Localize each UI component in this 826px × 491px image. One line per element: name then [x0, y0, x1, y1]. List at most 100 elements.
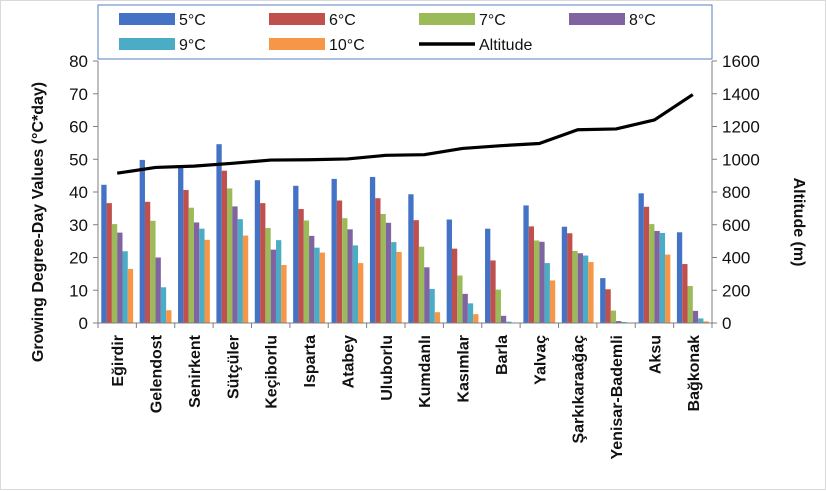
bar-8-series-3	[380, 213, 386, 323]
bar-12-series-4	[539, 241, 545, 323]
bar-1-series-3	[111, 224, 118, 323]
legend-swatch-1	[119, 13, 175, 25]
y-left-axis-title: Growing Degree-Day Values (°C*day)	[30, 82, 47, 362]
bar-5-series-4	[270, 249, 276, 323]
category-label-11: Barla	[494, 335, 511, 375]
bar-6-series-2	[298, 209, 304, 323]
bar-10-series-6	[473, 314, 479, 323]
y-right-tick-label: 400	[722, 249, 750, 268]
bar-7-series-1	[331, 178, 337, 323]
bar-8-series-2	[375, 198, 381, 323]
bar-5-series-1	[254, 180, 261, 323]
bar-14-series-4	[616, 321, 622, 323]
legend-label-7: Altitude	[479, 37, 532, 54]
bar-15-series-2	[643, 206, 650, 323]
category-label-9: Kumdanlı	[417, 335, 434, 408]
bar-7-series-4	[347, 229, 353, 323]
bar-8-series-6	[396, 251, 402, 323]
bar-6-series-1	[293, 185, 299, 323]
bar-1-series-5	[122, 251, 128, 323]
bar-9-series-6	[434, 312, 441, 323]
category-label-8: Uluborlu	[379, 335, 396, 401]
bar-2-series-3	[150, 220, 156, 323]
bar-13-series-3	[572, 250, 578, 323]
bar-16-series-3	[687, 285, 693, 323]
bar-10-series-1	[446, 219, 452, 323]
bar-1-series-2	[106, 203, 112, 323]
y-right-tick-label: 0	[722, 314, 731, 333]
bar-5-series-5	[275, 240, 282, 323]
bar-2-series-2	[144, 201, 151, 323]
y-left-tick-label: 30	[69, 216, 88, 235]
bar-5-series-6	[281, 265, 287, 323]
bar-3-series-4	[193, 222, 200, 323]
bar-11-series-3	[495, 289, 501, 323]
y-right-tick-label: 1600	[722, 52, 760, 71]
bar-16-series-5	[698, 318, 704, 323]
legend-label-1: 5°C	[179, 12, 206, 29]
bar-16-series-2	[682, 264, 688, 323]
legend-swatch-5	[119, 38, 175, 50]
labels-layer: 0102030405060708002004006008001000120014…	[30, 52, 807, 460]
bar-9-series-1	[408, 194, 414, 323]
bar-12-series-5	[544, 263, 550, 323]
bar-10-series-2	[451, 248, 458, 323]
category-label-2: Gelendost	[149, 334, 166, 413]
bar-15-series-6	[665, 254, 671, 323]
y-left-tick-label: 80	[69, 52, 88, 71]
y-left-tick-label: 40	[69, 183, 88, 202]
y-left-tick-label: 0	[79, 314, 88, 333]
bar-12-series-1	[523, 205, 529, 323]
bar-8-series-5	[391, 242, 397, 323]
bar-8-series-1	[369, 176, 376, 323]
category-label-15: Aksu	[647, 335, 664, 374]
y-left-tick-label: 50	[69, 150, 88, 169]
bar-4-series-3	[227, 188, 233, 323]
bar-10-series-4	[462, 293, 468, 323]
category-label-14: Yenisar-Bademli	[609, 335, 626, 460]
bar-13-series-4	[577, 253, 583, 323]
category-label-10: Kasımlar	[456, 335, 473, 403]
legend-swatch-6	[269, 38, 325, 50]
y-left-tick-label: 70	[69, 85, 88, 104]
y-right-axis-title: Altitude (m)	[790, 178, 807, 267]
y-right-tick-label: 1400	[722, 85, 760, 104]
legend-label-6: 10°C	[329, 37, 365, 54]
y-right-tick-label: 1000	[722, 150, 760, 169]
bar-12-series-2	[528, 226, 535, 323]
bar-3-series-2	[183, 190, 189, 323]
bar-2-series-6	[166, 310, 172, 323]
bar-6-series-4	[309, 235, 315, 323]
bar-13-series-6	[588, 262, 594, 323]
bar-6-series-3	[303, 220, 310, 323]
bar-7-series-6	[358, 263, 364, 323]
bar-9-series-3	[418, 246, 425, 323]
legend: 5°C 6°C 7°C 8°C 9°C 10°C Altitude	[119, 12, 656, 54]
category-label-7: Atabey	[340, 335, 357, 388]
bar-6-series-5	[314, 247, 320, 323]
bar-7-series-5	[352, 245, 359, 323]
bar-15-series-4	[654, 230, 660, 323]
bar-5-series-2	[260, 203, 266, 323]
bar-9-series-4	[424, 267, 430, 323]
bars-layer	[101, 144, 709, 323]
bar-14-series-3	[610, 310, 617, 323]
legend-swatch-3	[419, 13, 475, 25]
bar-14-series-2	[605, 289, 611, 323]
category-label-1: Eğirdir	[110, 335, 127, 387]
bar-7-series-2	[336, 200, 343, 323]
altitude-line-layer	[116, 93, 694, 175]
bar-9-series-2	[413, 220, 419, 323]
legend-swatch-4	[569, 13, 625, 25]
bar-2-series-4	[155, 257, 161, 323]
y-left-tick-label: 20	[69, 249, 88, 268]
bar-16-series-4	[692, 310, 699, 323]
y-right-tick-label: 200	[722, 281, 750, 300]
bar-15-series-5	[659, 232, 666, 323]
bar-15-series-3	[649, 224, 655, 323]
category-label-16: Bağkonak	[686, 335, 703, 412]
bar-12-series-3	[534, 240, 540, 323]
bar-16-series-6	[703, 321, 709, 323]
y-left-tick-label: 60	[69, 118, 88, 137]
